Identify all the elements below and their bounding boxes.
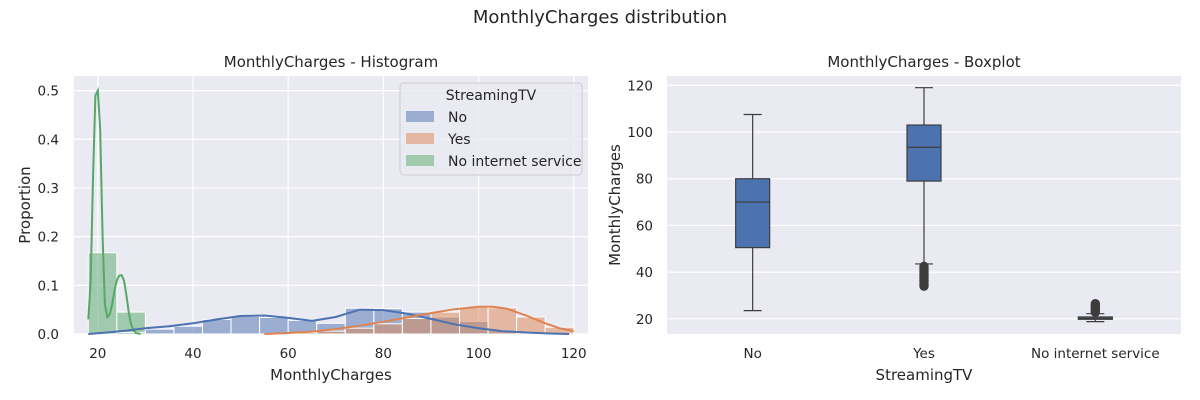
x-tick-label: 20 [89, 346, 106, 362]
outlier-yes [919, 281, 929, 291]
histogram-bar-no [259, 316, 289, 335]
legend-title: StreamingTV [446, 88, 537, 104]
y-tick-label: 0.0 [38, 327, 59, 343]
y-tick-label: 20 [636, 312, 653, 328]
histogram-bar-no [144, 328, 175, 335]
figure-title: MonthlyCharges distribution [473, 7, 727, 28]
histogram-y-tick-labels: 0.0 0.1 0.2 0.3 0.4 0.5 [38, 84, 59, 343]
x-tick-label: 40 [184, 346, 201, 362]
y-tick-label: 0.1 [38, 278, 59, 294]
y-tick-label: 0.5 [38, 84, 59, 100]
boxplot-boxes [735, 87, 1113, 323]
histogram-y-axis-label: Proportion [16, 166, 34, 243]
legend-label-yes: Yes [447, 132, 471, 148]
x-tick-label: 100 [466, 346, 492, 362]
kde-line-yes [264, 305, 574, 335]
x-tick-label: 120 [561, 346, 587, 362]
histogram-bar-no [116, 332, 146, 335]
x-tick-label: No internet service [1031, 346, 1160, 362]
histogram-bar-no [230, 315, 261, 335]
histogram-bar-yes [401, 317, 432, 335]
histogram-bar-yes [373, 323, 403, 335]
x-tick-label: No [743, 346, 761, 362]
histogram-x-tick-labels: 20 40 60 80 100 120 [89, 346, 586, 362]
kde-line-no-internet-service [87, 86, 141, 335]
boxplot-y-axis-label: MonthlyCharges [606, 144, 624, 266]
y-tick-label: 0.2 [38, 230, 59, 246]
legend-swatch-no [406, 111, 434, 122]
legend-frame [399, 82, 583, 176]
boxplot-x-tick-labels: No Yes No internet service [743, 346, 1159, 362]
histogram-bar-no [173, 325, 203, 335]
histogram-legend: StreamingTV No Yes No internet service [399, 82, 583, 176]
legend-label-no: No [448, 110, 467, 126]
outlier-no-internet-service [1090, 298, 1101, 309]
y-tick-label: 40 [636, 265, 653, 281]
legend-label-no-internet-service: No internet service [448, 154, 581, 170]
boxplot-y-tick-labels: 20 40 60 80 100 120 [627, 78, 653, 327]
boxplot-title: MonthlyCharges - Boxplot [827, 53, 1020, 71]
y-tick-label: 80 [636, 172, 653, 188]
y-tick-label: 0.4 [38, 132, 59, 148]
box-no [735, 178, 771, 249]
y-tick-label: 100 [627, 125, 653, 141]
box-yes [906, 124, 942, 182]
histogram-kde-lines [87, 86, 574, 335]
histogram-x-axis-label: MonthlyCharges [270, 366, 392, 384]
histogram-title: MonthlyCharges - Histogram [224, 53, 438, 71]
x-tick-label: Yes [912, 346, 935, 362]
boxplot-panel: MonthlyCharges - Boxplot No Yes No interne… [606, 53, 1181, 384]
legend-swatch-yes [406, 133, 434, 144]
kde-line-no [88, 308, 570, 335]
y-tick-label: 60 [636, 218, 653, 234]
x-tick-label: 80 [375, 346, 392, 362]
histogram-bar-yes [459, 306, 489, 335]
x-tick-label: 60 [280, 346, 297, 362]
histogram-panel: MonthlyCharges - Histogram 20 40 60 80 100 12… [16, 53, 588, 384]
histogram-bar-no-internet-service [87, 252, 118, 335]
y-tick-label: 120 [627, 78, 653, 94]
y-tick-label: 0.3 [38, 181, 59, 197]
histogram-bar-yes [344, 327, 375, 335]
boxplot-x-axis-label: StreamingTV [876, 366, 974, 384]
legend-swatch-no-internet-service [406, 155, 434, 166]
